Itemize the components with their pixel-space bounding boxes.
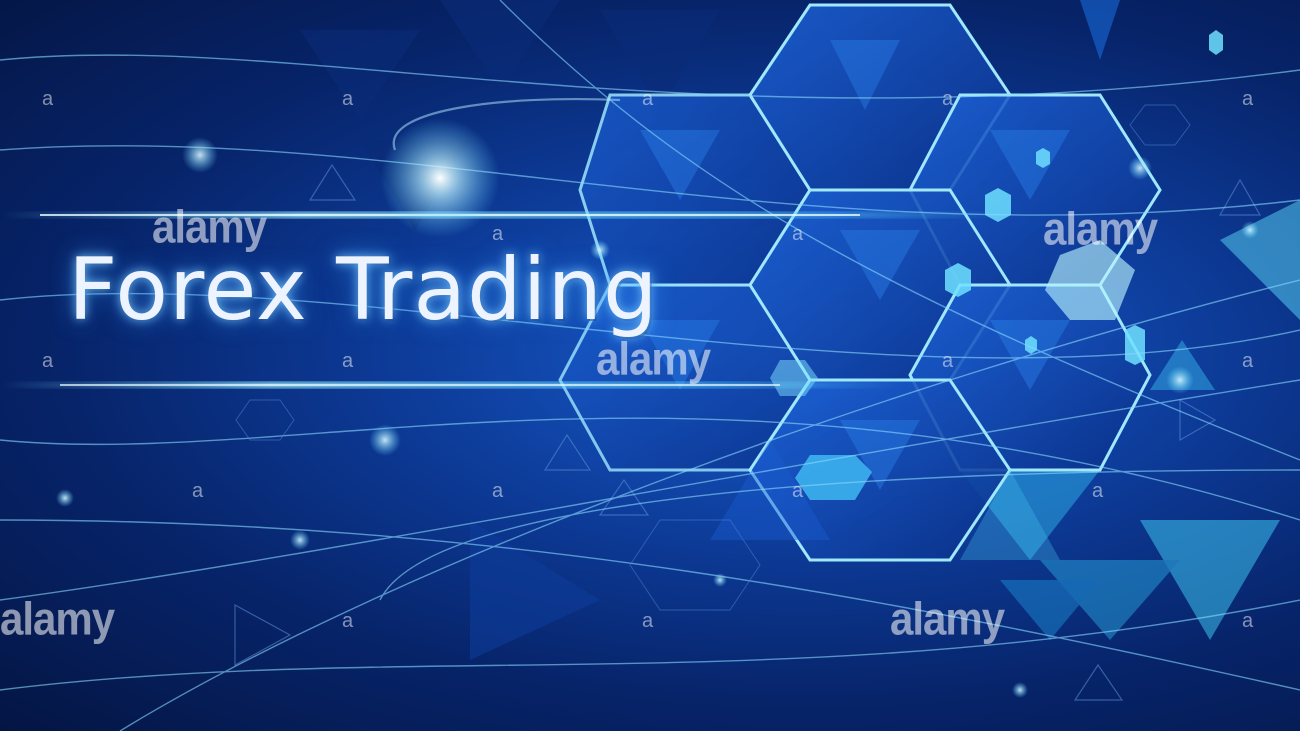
outline-triangles [234,163,1262,701]
watermark-mark: a [1242,88,1253,110]
watermark: alamy [0,592,115,645]
watermark-mark: a [1242,610,1253,632]
watermark-mark: a [42,88,53,110]
watermark-mark: a [942,88,953,110]
watermark-mark: a [42,350,53,372]
watermark: alamy [890,592,1005,645]
background-triangles [300,0,1300,660]
watermark-mark: a [192,480,203,502]
hexagon-facets [640,40,1070,560]
watermark-mark: a [792,223,803,245]
bokeh-dots [56,137,1259,698]
watermark-mark: a [492,480,503,502]
watermark-mark: a [492,223,503,245]
outline-hexagons [235,104,1191,611]
watermark: alamy [596,332,711,385]
watermark: alamy [152,200,267,253]
watermark-mark: a [1092,480,1103,502]
forex-trading-headline: Forex Trading [68,240,659,340]
lens-flare [380,118,500,238]
watermark-mark: a [342,88,353,110]
watermark-mark: a [342,610,353,632]
watermark: alamy [1043,202,1158,255]
hexagon-cluster [558,3,1162,562]
watermark-mark: a [1242,350,1253,372]
watermark-mark: a [342,350,353,372]
watermark-mark: a [642,610,653,632]
watermark-mark: a [942,350,953,372]
watermark-mark: a [642,88,653,110]
watermark-mark: a [792,480,803,502]
